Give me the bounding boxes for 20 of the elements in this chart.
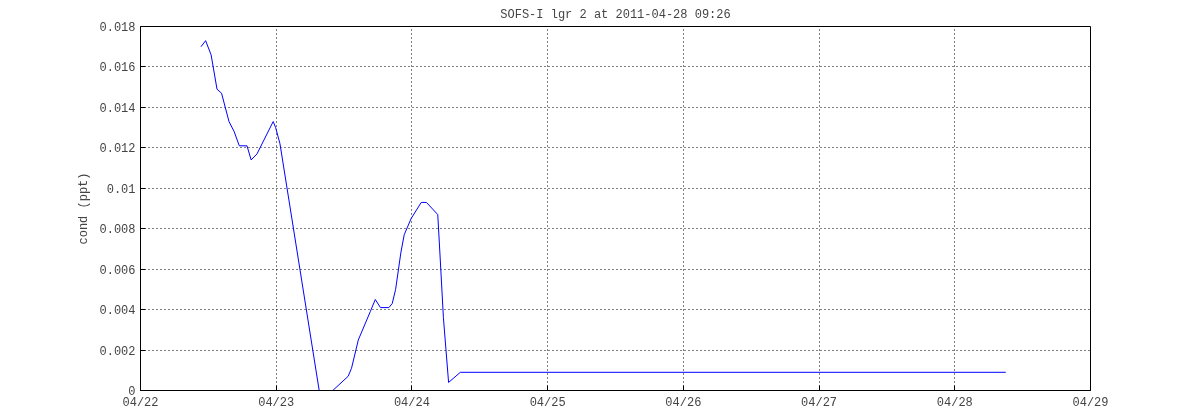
x-tick-label: 04/28 xyxy=(936,395,973,410)
x-tick-label: 04/26 xyxy=(665,395,702,410)
y-tick-label: 0.012 xyxy=(99,142,136,157)
x-tick-label: 04/22 xyxy=(122,395,159,410)
line-series xyxy=(200,40,1007,391)
chart-title: SOFS-I lgr 2 at 2011-04-28 09:26 xyxy=(500,7,731,22)
x-tick-label: 04/24 xyxy=(393,395,430,410)
y-tick-label: 0.002 xyxy=(99,344,136,359)
x-tick-label: 04/27 xyxy=(801,395,838,410)
y-tick-label: 0.01 xyxy=(106,182,136,197)
x-tick-label: 04/23 xyxy=(258,395,295,410)
x-tick-label: 04/29 xyxy=(1072,395,1109,410)
y-tick-label: 0.014 xyxy=(99,101,136,116)
y-tick-label: 0.018 xyxy=(99,21,136,35)
y-tick-label: 0.008 xyxy=(99,223,136,238)
y-tick-label: 0.016 xyxy=(99,61,136,76)
y-tick-label: 0.004 xyxy=(99,304,136,319)
y-axis-title: cond (ppt) xyxy=(77,172,92,245)
x-tick-label: 04/25 xyxy=(529,395,566,410)
y-tick-label: 0.006 xyxy=(99,263,136,278)
